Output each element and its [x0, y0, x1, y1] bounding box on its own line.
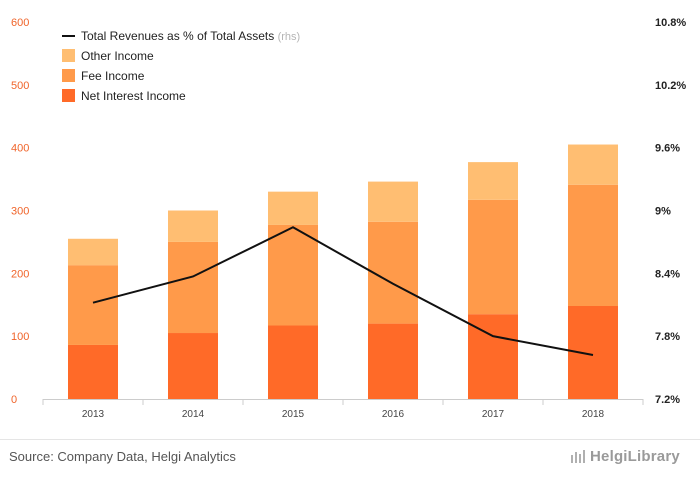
x-tick-label: 2016 [382, 409, 405, 420]
y-right-tick-label: 10.2% [655, 80, 686, 92]
revenue-chart: 0 100 200 300 400 500 600 7.2% 7.8% 8.4% 9% 9.6% 10… [11, 17, 686, 420]
y-left-tick-label: 500 [11, 80, 29, 92]
bar-segment [268, 325, 318, 399]
bar-segment [68, 238, 118, 266]
legend-swatch [62, 89, 75, 102]
right-y-axis: 7.2% 7.8% 8.4% 9% 9.6% 10.2% 10.8% [655, 17, 686, 406]
source-note: Source: Company Data, Helgi Analytics [9, 449, 236, 464]
y-left-tick-label: 400 [11, 143, 29, 155]
y-left-tick-label: 600 [11, 17, 29, 29]
y-right-tick-label: 9% [655, 206, 671, 218]
line-series-group [92, 226, 594, 356]
y-left-tick-label: 0 [11, 394, 17, 406]
bar-segment [368, 323, 418, 399]
legend-swatch [62, 49, 75, 62]
bar-segment [568, 144, 618, 185]
bar-segment [68, 344, 118, 399]
bar-segment [168, 241, 218, 334]
bar-segment [268, 191, 318, 225]
y-right-tick-label: 7.2% [655, 394, 680, 406]
revenue-assets-line [92, 226, 594, 356]
bar-segment [168, 210, 218, 242]
legend-swatch [62, 69, 75, 82]
bar-segment [368, 221, 418, 324]
brand-logo: HelgiLibrary [570, 448, 680, 465]
x-tick-label: 2013 [82, 409, 105, 420]
y-right-tick-label: 9.6% [655, 143, 680, 155]
legend-label: Net Interest Income [81, 89, 186, 103]
brand-icon [571, 450, 585, 463]
footer-divider [0, 439, 700, 440]
bar-segment [268, 224, 318, 326]
x-tick-label: 2018 [582, 409, 605, 420]
bar-segment [168, 333, 218, 399]
y-left-tick-label: 300 [11, 206, 29, 218]
y-left-tick-label: 100 [11, 331, 29, 343]
left-y-axis: 0 100 200 300 400 500 600 [11, 17, 29, 406]
bar-segment [368, 181, 418, 222]
brand-name: HelgiLibrary [590, 448, 680, 465]
legend-rhs-note: (rhs) [278, 31, 301, 43]
x-tick-label: 2014 [182, 409, 205, 420]
y-right-tick-label: 8.4% [655, 268, 680, 280]
legend-label: Other Income [81, 49, 154, 63]
x-tick-label: 2017 [482, 409, 505, 420]
y-left-tick-label: 200 [11, 268, 29, 280]
x-axis: 2013 2014 2015 2016 2017 2018 [42, 399, 644, 420]
legend: Total Revenues as % of Total Assets (rhs… [62, 29, 300, 103]
y-right-tick-label: 10.8% [655, 17, 686, 29]
bar-series-group [68, 144, 618, 399]
bar-segment [68, 265, 118, 345]
x-tick-label: 2015 [282, 409, 305, 420]
y-right-tick-label: 7.8% [655, 331, 680, 343]
legend-label: Fee Income [81, 69, 145, 83]
legend-label: Total Revenues as % of Total Assets (rhs… [81, 29, 300, 43]
bar-segment [468, 199, 518, 315]
bar-segment [468, 162, 518, 200]
bar-segment [568, 184, 618, 307]
